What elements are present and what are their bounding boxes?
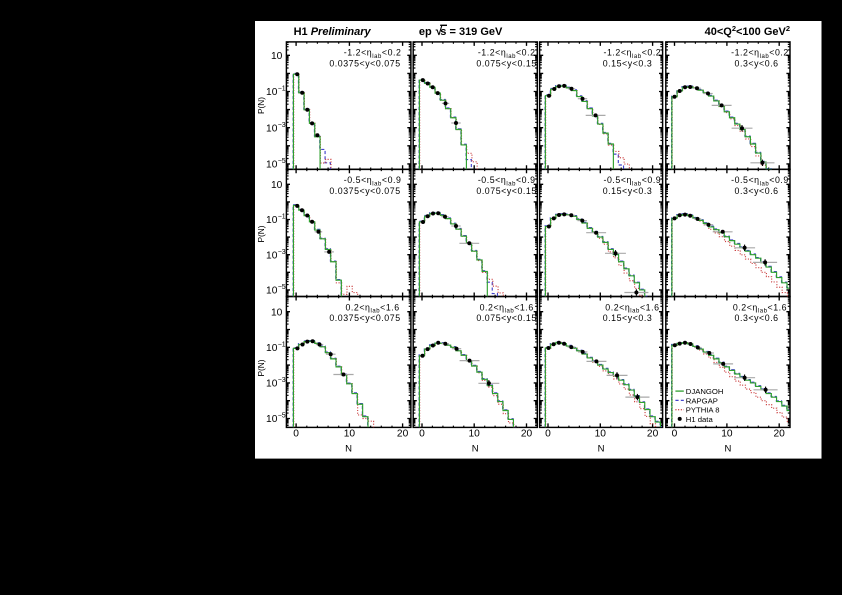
svg-text:ep: ep <box>419 26 432 38</box>
svg-text:0.15<y<0.3: 0.15<y<0.3 <box>603 313 653 323</box>
svg-text:0.2<ηlab<1.6: 0.2<ηlab<1.6 <box>733 302 787 314</box>
svg-text:0: 0 <box>419 429 425 440</box>
svg-text:-0.5<ηlab<0.9: -0.5<ηlab<0.9 <box>344 175 402 187</box>
svg-text:−5: −5 <box>278 284 286 291</box>
svg-text:10: 10 <box>595 429 607 440</box>
svg-text:-1.2<ηlab<0.2: -1.2<ηlab<0.2 <box>344 48 402 60</box>
svg-text:40<Q2<100 GeV2: 40<Q2<100 GeV2 <box>705 24 790 38</box>
svg-text:−3: −3 <box>278 122 286 129</box>
svg-text:s = 319 GeV: s = 319 GeV <box>440 26 503 38</box>
svg-text:10: 10 <box>271 180 283 191</box>
svg-text:0.3<y<0.6: 0.3<y<0.6 <box>735 186 779 196</box>
svg-text:PYTHIA 8: PYTHIA 8 <box>686 406 720 415</box>
svg-text:10: 10 <box>266 123 278 134</box>
svg-text:−1: −1 <box>278 214 286 221</box>
svg-text:10: 10 <box>266 215 278 226</box>
svg-text:-0.5<ηlab<0.9: -0.5<ηlab<0.9 <box>604 175 662 187</box>
svg-text:10: 10 <box>266 379 278 390</box>
svg-text:−1: −1 <box>278 342 286 349</box>
svg-text:0.2<ηlab<1.6: 0.2<ηlab<1.6 <box>480 302 534 314</box>
svg-text:0.2<ηlab<1.6: 0.2<ηlab<1.6 <box>345 302 399 314</box>
svg-text:H1 data: H1 data <box>686 415 714 424</box>
svg-text:0.075<y<0.15: 0.075<y<0.15 <box>476 313 536 323</box>
svg-text:0.3<y<0.6: 0.3<y<0.6 <box>735 59 779 69</box>
svg-text:−1: −1 <box>278 86 286 93</box>
svg-text:-0.5<ηlab<0.9: -0.5<ηlab<0.9 <box>731 175 789 187</box>
svg-text:P(N): P(N) <box>256 359 266 376</box>
svg-text:0.3<y<0.6: 0.3<y<0.6 <box>735 313 779 323</box>
svg-text:−5: −5 <box>278 413 286 420</box>
svg-text:0.0375<y<0.075: 0.0375<y<0.075 <box>329 313 400 323</box>
svg-text:√: √ <box>436 24 443 38</box>
svg-text:−5: −5 <box>278 158 286 165</box>
svg-text:10: 10 <box>266 160 278 171</box>
svg-text:P(N): P(N) <box>256 225 266 242</box>
svg-text:N: N <box>472 444 479 455</box>
svg-text:20: 20 <box>397 429 409 440</box>
svg-text:0.0375<y<0.075: 0.0375<y<0.075 <box>329 186 400 196</box>
svg-text:10: 10 <box>344 429 356 440</box>
svg-text:N: N <box>345 444 352 455</box>
svg-text:H1 Preliminary: H1 Preliminary <box>294 26 372 38</box>
svg-text:-1.2<ηlab<0.2: -1.2<ηlab<0.2 <box>604 48 662 60</box>
svg-text:DJANGOH: DJANGOH <box>686 387 724 396</box>
svg-text:10: 10 <box>721 429 733 440</box>
svg-text:10: 10 <box>266 286 278 297</box>
svg-text:0.15<y<0.3: 0.15<y<0.3 <box>603 186 653 196</box>
svg-text:0.075<y<0.15: 0.075<y<0.15 <box>476 59 536 69</box>
svg-text:P(N): P(N) <box>256 97 266 114</box>
svg-text:0.2<ηlab<1.6: 0.2<ηlab<1.6 <box>605 302 659 314</box>
svg-text:-1.2<ηlab<0.2: -1.2<ηlab<0.2 <box>731 48 789 60</box>
svg-text:20: 20 <box>774 429 786 440</box>
svg-text:-1.2<ηlab<0.2: -1.2<ηlab<0.2 <box>478 48 536 60</box>
svg-text:0: 0 <box>293 429 299 440</box>
svg-text:10: 10 <box>266 87 278 98</box>
svg-text:−3: −3 <box>278 377 286 384</box>
svg-text:0.0375<y<0.075: 0.0375<y<0.075 <box>329 59 400 69</box>
svg-text:10: 10 <box>266 343 278 354</box>
svg-text:10: 10 <box>469 429 481 440</box>
svg-text:20: 20 <box>521 429 533 440</box>
svg-text:−3: −3 <box>278 249 286 256</box>
svg-text:10: 10 <box>271 51 283 62</box>
svg-text:20: 20 <box>647 429 659 440</box>
svg-text:N: N <box>598 444 605 455</box>
svg-text:-0.5<ηlab<0.9: -0.5<ηlab<0.9 <box>478 175 536 187</box>
svg-text:10: 10 <box>266 250 278 261</box>
svg-text:0: 0 <box>545 429 551 440</box>
svg-text:0: 0 <box>672 429 678 440</box>
svg-text:0.15<y<0.3: 0.15<y<0.3 <box>603 59 653 69</box>
svg-text:0.075<y<0.15: 0.075<y<0.15 <box>476 186 536 196</box>
svg-text:N: N <box>724 444 731 455</box>
svg-text:10: 10 <box>271 307 283 318</box>
svg-text:RAPGAP: RAPGAP <box>686 396 718 405</box>
svg-text:10: 10 <box>266 414 278 425</box>
